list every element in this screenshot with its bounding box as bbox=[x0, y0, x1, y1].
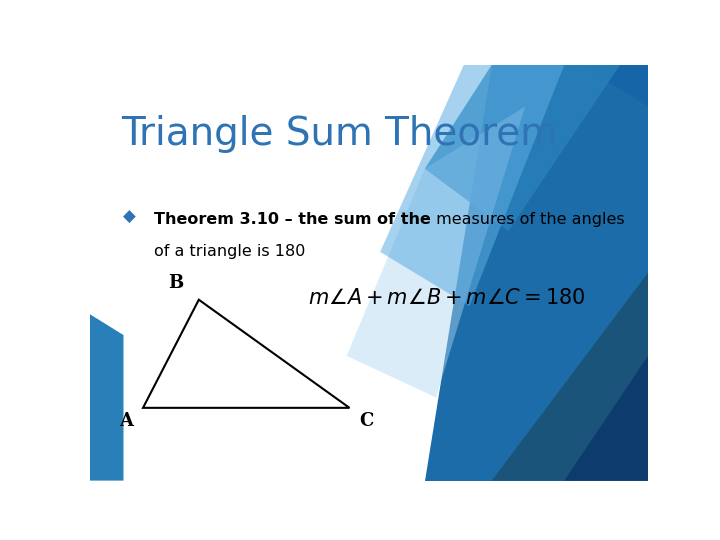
Polygon shape bbox=[380, 65, 564, 306]
Polygon shape bbox=[425, 65, 620, 231]
Polygon shape bbox=[425, 273, 648, 481]
Text: measures of the angles: measures of the angles bbox=[431, 212, 625, 227]
Text: Triangle Sum Theorem: Triangle Sum Theorem bbox=[121, 114, 558, 153]
Text: of a triangle is 180: of a triangle is 180 bbox=[154, 244, 305, 259]
Text: B: B bbox=[168, 274, 184, 292]
Polygon shape bbox=[469, 65, 648, 106]
Text: A: A bbox=[119, 411, 133, 430]
Text: C: C bbox=[359, 411, 374, 430]
Text: $m\angle A + m\angle B + m\angle C = 180$: $m\angle A + m\angle B + m\angle C = 180… bbox=[307, 288, 585, 308]
Polygon shape bbox=[347, 106, 526, 397]
Text: Theorem 3.10 – the sum of the: Theorem 3.10 – the sum of the bbox=[154, 212, 431, 227]
Text: ◆: ◆ bbox=[122, 207, 135, 226]
Polygon shape bbox=[508, 356, 648, 481]
Polygon shape bbox=[425, 65, 648, 481]
Polygon shape bbox=[90, 314, 124, 481]
